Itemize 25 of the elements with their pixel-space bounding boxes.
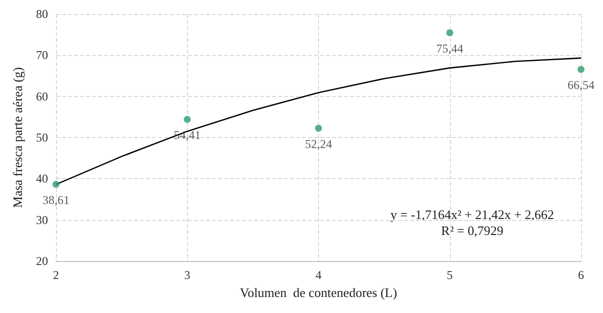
annotation: R² = 0,7929 (441, 223, 504, 238)
x-tick-label: 6 (578, 268, 584, 282)
y-tick-label: 70 (36, 48, 48, 62)
point (446, 29, 454, 36)
x-tick-label: 2 (53, 268, 59, 282)
y-tick-label: 50 (36, 130, 48, 144)
y-tick-label: 80 (36, 7, 48, 21)
y-axis-title: Masa fresca parte aérea (g) (10, 67, 25, 208)
data-label: 75,44 (436, 41, 464, 56)
point (52, 180, 60, 188)
data-label: 52,24 (305, 136, 332, 151)
data-label: 66,54 (568, 78, 594, 92)
data-label: 38,61 (42, 192, 70, 207)
x-tick-label: 4 (316, 268, 322, 282)
x-axis-title: Volumen de contenedores (L) (240, 284, 398, 300)
y-tick-label: 60 (36, 89, 48, 104)
y-tick-label: 30 (36, 212, 48, 227)
y-tick-label: 40 (36, 172, 48, 186)
y-tick-label: 20 (36, 254, 48, 268)
x-tick-label: 5 (446, 268, 453, 282)
x-tick-label: 3 (184, 268, 190, 282)
point (315, 124, 322, 132)
point (184, 116, 191, 123)
data-label: 54,41 (174, 128, 201, 142)
point (578, 66, 584, 73)
